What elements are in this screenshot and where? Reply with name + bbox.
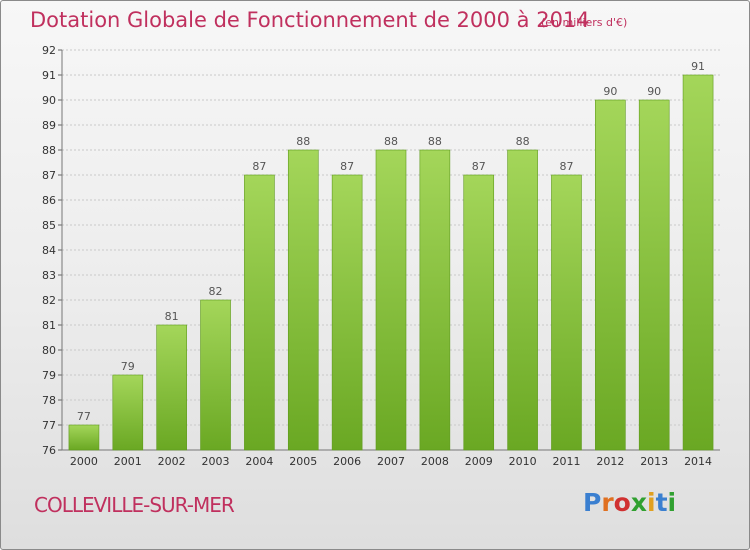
bar-2003 [200, 299, 231, 451]
y-tick-label: 77 [42, 419, 56, 432]
bar-2009 [463, 174, 495, 451]
value-label-2012: 90 [603, 85, 617, 98]
bar-2011 [551, 174, 582, 451]
logo-letter: i [667, 488, 677, 517]
x-tick-label: 2006 [333, 455, 361, 468]
y-tick-label: 91 [42, 69, 56, 82]
bar-2002 [156, 324, 187, 451]
logo-letter: i [647, 488, 656, 517]
y-tick-label: 82 [42, 294, 56, 307]
bar-2006 [331, 174, 363, 451]
y-tick-label: 89 [42, 119, 56, 132]
x-tick-label: 2007 [377, 455, 405, 468]
value-label-2003: 82 [209, 285, 223, 298]
bars [68, 74, 714, 451]
value-labels: 77 79 81 82 87 88 87 88 88 87 88 87 90 90 91 [77, 60, 705, 423]
x-tick-label: 2004 [245, 455, 273, 468]
value-label-2004: 87 [252, 160, 266, 173]
logo-letter: x [630, 488, 647, 517]
x-tick-label: 2013 [640, 455, 668, 468]
x-tick-label: 2008 [421, 455, 449, 468]
value-label-2007: 88 [384, 135, 398, 148]
bar-2007 [375, 149, 407, 451]
x-tick-label: 2010 [509, 455, 537, 468]
x-tick-label: 2011 [552, 455, 580, 468]
y-tick-label: 85 [42, 219, 56, 232]
value-label-2002: 81 [165, 310, 179, 323]
x-tick-label: 2002 [158, 455, 186, 468]
y-tick-label: 83 [42, 269, 56, 282]
value-label-2001: 79 [121, 360, 135, 373]
chart-title: Dotation Globale de Fonctionnement de 20… [30, 8, 590, 32]
bar-2008 [419, 149, 451, 451]
bar-2014 [682, 74, 714, 451]
value-label-2014: 91 [691, 60, 705, 73]
y-tick-label: 92 [42, 44, 56, 57]
y-tick-label: 80 [42, 344, 56, 357]
y-tick-label: 78 [42, 394, 56, 407]
bar-2001 [112, 374, 144, 451]
logo-letter: P [583, 488, 602, 517]
x-tick-label: 2000 [70, 455, 98, 468]
x-tick-label: 2014 [684, 455, 712, 468]
proxiti-logo: Proxiti [583, 488, 676, 517]
y-tick-label: 88 [42, 144, 56, 157]
y-tick-label: 81 [42, 319, 56, 332]
value-label-2005: 88 [296, 135, 310, 148]
bar-2000 [68, 424, 100, 451]
x-tick-label: 2012 [596, 455, 624, 468]
y-tick-label: 79 [42, 369, 56, 382]
y-tick-label: 90 [42, 94, 56, 107]
value-label-2006: 87 [340, 160, 354, 173]
value-label-2013: 90 [647, 85, 661, 98]
bar-2004 [244, 174, 275, 451]
bar-2010 [507, 149, 538, 451]
value-label-2000: 77 [77, 410, 91, 423]
x-tick-label: 2003 [202, 455, 230, 468]
bar-2013 [638, 99, 670, 451]
bar-2005 [287, 149, 319, 451]
x-tick-label: 2005 [289, 455, 317, 468]
y-tick-label: 84 [42, 244, 56, 257]
chart-unit: (en milliers d'€) [541, 16, 628, 29]
bar-2012 [595, 99, 626, 451]
y-tick-label: 76 [42, 444, 56, 457]
y-tick-label: 87 [42, 169, 56, 182]
y-tick-label: 86 [42, 194, 56, 207]
logo-letter: r [601, 488, 614, 517]
value-label-2009: 87 [472, 160, 486, 173]
value-label-2011: 87 [559, 160, 573, 173]
value-label-2008: 88 [428, 135, 442, 148]
commune-name: COLLEVILLE-SUR-MER [34, 493, 235, 517]
x-tick-label: 2001 [114, 455, 142, 468]
value-label-2010: 88 [516, 135, 530, 148]
x-tick-label: 2009 [465, 455, 493, 468]
logo-letter: t [655, 488, 668, 517]
logo-letter: o [613, 488, 631, 517]
